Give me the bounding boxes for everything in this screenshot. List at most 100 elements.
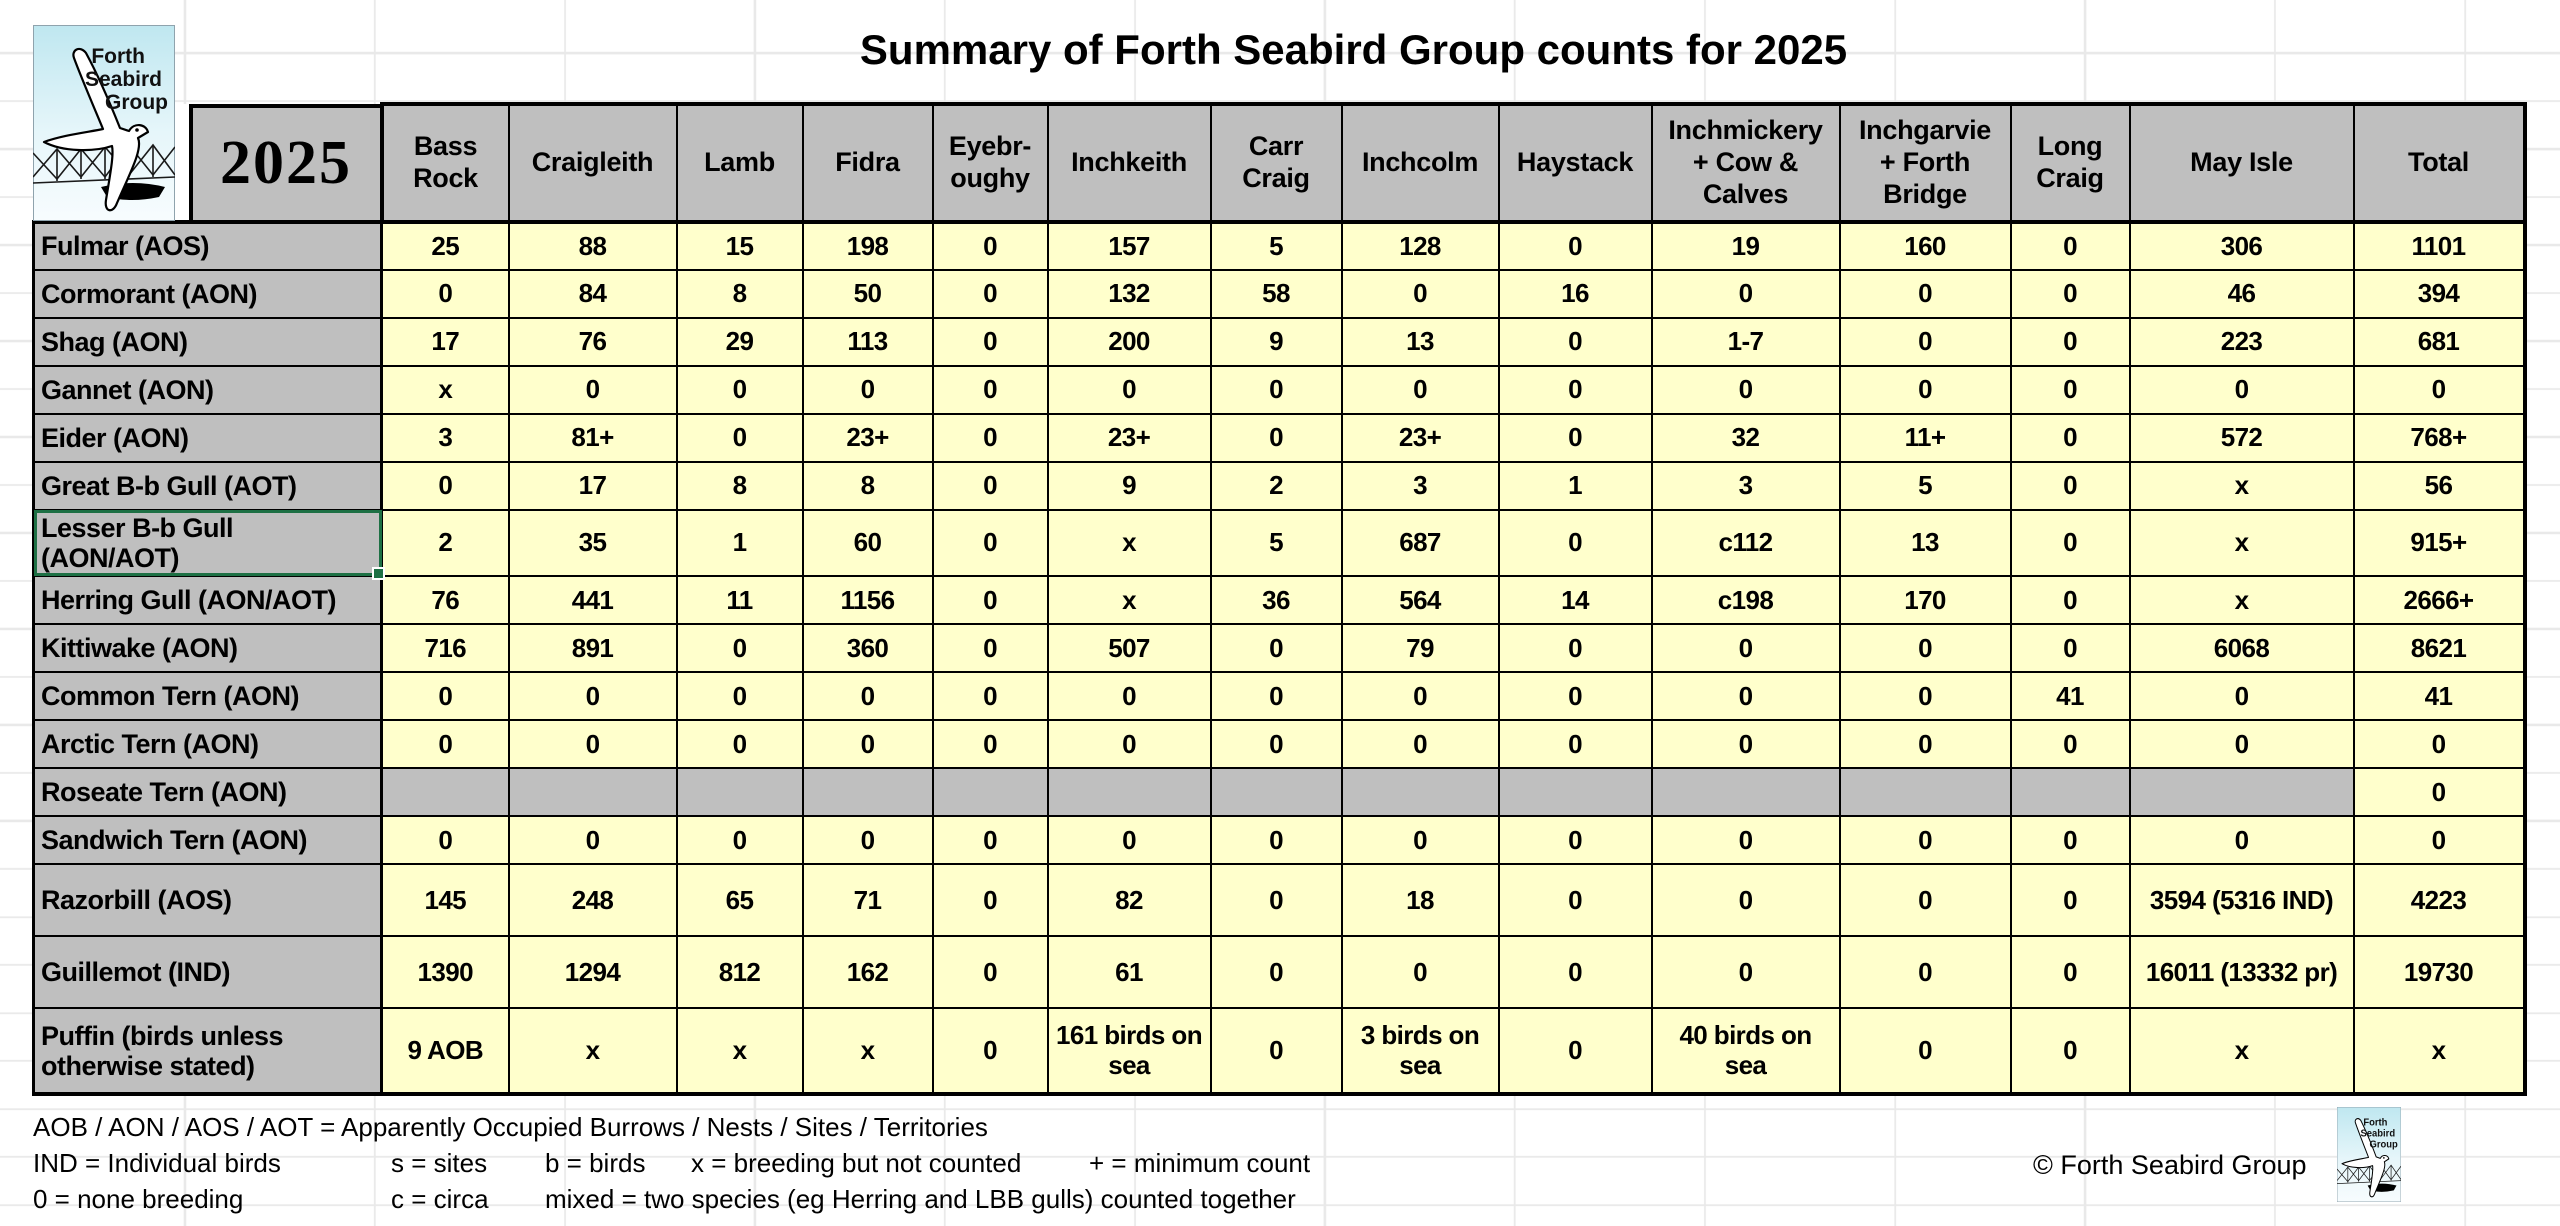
count-cell[interactable]: 0 [1650,269,1841,319]
count-cell[interactable]: 8 [675,269,804,319]
count-cell[interactable]: 0 [675,815,804,866]
column-header-inchkeith[interactable]: Inchkeith [1046,102,1212,224]
count-cell[interactable]: 0 [931,719,1049,770]
count-cell[interactable]: 0 [931,461,1049,511]
count-cell[interactable]: 2666+ [2352,575,2527,626]
count-cell[interactable]: 0 [2009,575,2131,626]
count-cell[interactable]: 3 [1650,461,1841,511]
count-cell[interactable] [507,767,678,818]
count-cell[interactable] [2128,767,2355,818]
count-cell[interactable]: 8 [801,461,934,511]
count-cell[interactable]: 0 [1340,935,1500,1010]
count-cell[interactable]: 0 [1340,269,1500,319]
count-cell[interactable]: x [801,1007,934,1097]
count-cell[interactable]: 3 [380,413,510,463]
count-cell[interactable]: 0 [1497,671,1653,722]
count-cell[interactable]: 681 [2352,317,2527,367]
count-cell[interactable]: 0 [1650,815,1841,866]
count-cell[interactable]: 19 [1650,220,1841,271]
count-cell[interactable]: 507 [1046,623,1212,674]
count-cell[interactable]: 0 [2009,935,2131,1010]
count-cell[interactable]: 0 [675,413,804,463]
count-cell[interactable]: 88 [507,220,678,271]
count-cell[interactable]: 56 [2352,461,2527,511]
count-cell[interactable]: 0 [1046,671,1212,722]
count-cell[interactable]: 0 [2009,508,2131,578]
count-cell[interactable]: 198 [801,220,934,271]
count-cell[interactable]: 0 [380,815,510,866]
column-header-craigleith[interactable]: Craigleith [507,102,678,224]
count-cell[interactable]: 13 [1838,508,2012,578]
species-label-cell[interactable]: Razorbill (AOS) [32,863,383,938]
species-label-cell[interactable]: Great B-b Gull (AOT) [32,461,383,511]
count-cell[interactable]: 0 [2009,623,2131,674]
column-header-may-isle[interactable]: May Isle [2128,102,2355,224]
count-cell[interactable]: 1156 [801,575,934,626]
count-cell[interactable]: 11 [675,575,804,626]
count-cell[interactable]: 0 [1650,935,1841,1010]
column-header-haystack[interactable]: Haystack [1497,102,1653,224]
count-cell[interactable]: 0 [2009,719,2131,770]
count-cell[interactable]: 0 [1209,671,1343,722]
count-cell[interactable]: 0 [380,719,510,770]
count-cell[interactable]: 132 [1046,269,1212,319]
count-cell[interactable]: 1390 [380,935,510,1010]
count-cell[interactable]: 0 [1497,413,1653,463]
count-cell[interactable]: 0 [1497,935,1653,1010]
count-cell[interactable]: 0 [931,863,1049,938]
count-cell[interactable]: 9 [1046,461,1212,511]
count-cell[interactable]: 360 [801,623,934,674]
count-cell[interactable]: 0 [2352,719,2527,770]
count-cell[interactable] [1209,767,1343,818]
count-cell[interactable]: 14 [1497,575,1653,626]
count-cell[interactable]: 0 [2128,365,2355,415]
count-cell[interactable]: 76 [507,317,678,367]
count-cell[interactable]: 79 [1340,623,1500,674]
species-label-cell[interactable]: Herring Gull (AON/AOT) [32,575,383,626]
count-cell[interactable]: 0 [1497,220,1653,271]
species-label-cell[interactable]: Common Tern (AON) [32,671,383,722]
count-cell[interactable]: 0 [1650,365,1841,415]
count-cell[interactable]: 32 [1650,413,1841,463]
species-label-cell[interactable]: Cormorant (AON) [32,269,383,319]
count-cell[interactable]: 60 [801,508,934,578]
count-cell[interactable]: 0 [1497,1007,1653,1097]
count-cell[interactable]: 915+ [2352,508,2527,578]
column-header-inchgarvie[interactable]: Inchgarvie + Forth Bridge [1838,102,2012,224]
count-cell[interactable]: 2 [1209,461,1343,511]
count-cell[interactable]: 0 [1046,815,1212,866]
count-cell[interactable]: 564 [1340,575,1500,626]
count-cell[interactable]: 0 [801,671,934,722]
count-cell[interactable]: 0 [675,623,804,674]
column-header-bass-rock[interactable]: Bass Rock [380,102,510,224]
count-cell[interactable]: x [380,365,510,415]
count-cell[interactable]: 15 [675,220,804,271]
count-cell[interactable]: 1 [675,508,804,578]
count-cell[interactable]: 76 [380,575,510,626]
count-cell[interactable]: 0 [931,575,1049,626]
count-cell[interactable]: 5 [1838,461,2012,511]
count-cell[interactable]: 0 [2009,317,2131,367]
count-cell[interactable]: 0 [1209,935,1343,1010]
count-cell[interactable]: 0 [1209,365,1343,415]
count-cell[interactable]: 128 [1340,220,1500,271]
count-cell[interactable]: 1 [1497,461,1653,511]
count-cell[interactable]: x [1046,575,1212,626]
count-cell[interactable]: 0 [1209,815,1343,866]
count-cell[interactable]: 0 [2352,365,2527,415]
count-cell[interactable]: 891 [507,623,678,674]
count-cell[interactable]: 71 [801,863,934,938]
count-cell[interactable]: 0 [2009,365,2131,415]
count-cell[interactable]: 0 [507,671,678,722]
count-cell[interactable]: 0 [380,461,510,511]
column-header-inchcolm[interactable]: Inchcolm [1340,102,1500,224]
count-cell[interactable]: 0 [675,671,804,722]
count-cell[interactable]: 223 [2128,317,2355,367]
count-cell[interactable]: 0 [1650,623,1841,674]
column-header-carr-craig[interactable]: Carr Craig [1209,102,1343,224]
count-cell[interactable]: 23+ [1340,413,1500,463]
count-cell[interactable]: c198 [1650,575,1841,626]
count-cell[interactable]: x [2352,1007,2527,1097]
count-cell[interactable]: 0 [1838,317,2012,367]
count-cell[interactable]: 0 [1838,863,2012,938]
